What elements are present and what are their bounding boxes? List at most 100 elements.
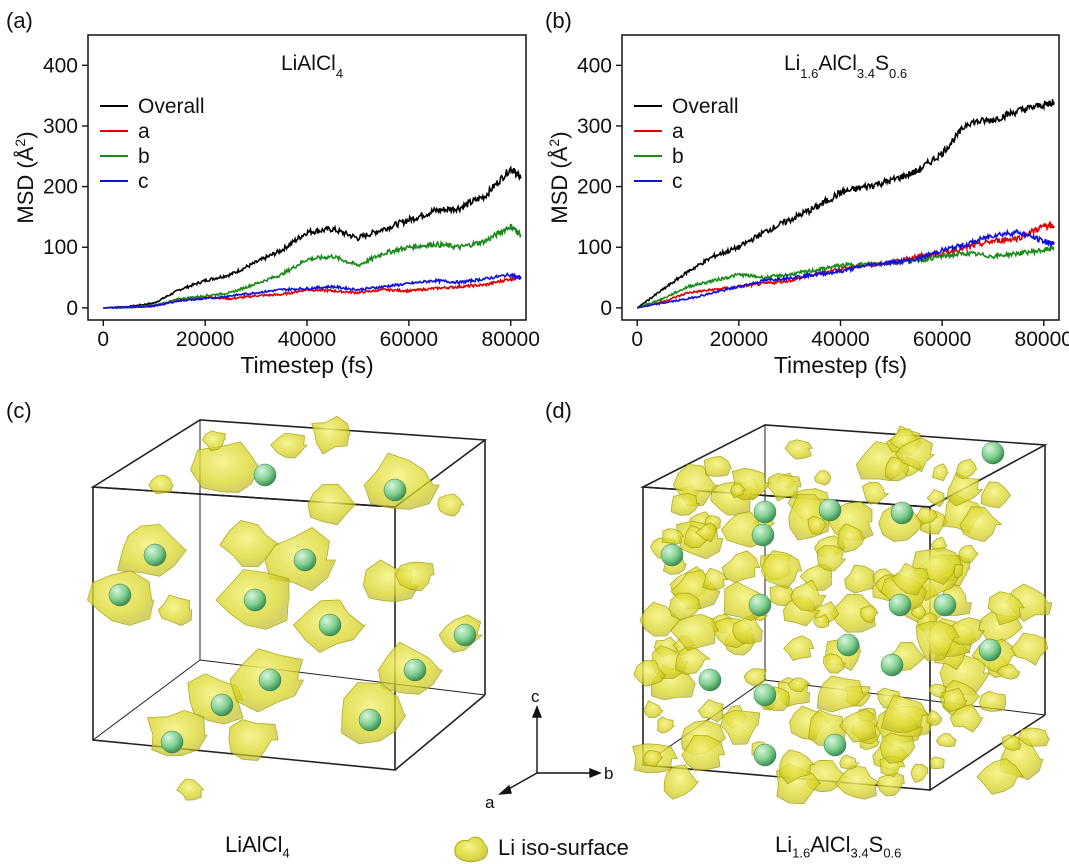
iso-blob (915, 507, 938, 525)
x-tick-label: 80000 (482, 328, 540, 351)
iso-blob (148, 474, 174, 495)
li-atom (751, 523, 775, 547)
li-atom (698, 668, 722, 692)
li-atom (660, 543, 684, 567)
y-tick-label: 400 (43, 54, 78, 77)
legend-label-overall: Overall (672, 95, 739, 118)
axis-label-c: c (531, 687, 540, 706)
li-atom (880, 653, 904, 677)
iso-surface-left (87, 415, 483, 801)
li-atom (753, 683, 777, 707)
iso-blob (1010, 632, 1049, 666)
iso-blob (767, 472, 802, 502)
legend-label-b: b (138, 145, 150, 168)
x-tick-label: 20000 (710, 328, 768, 351)
x-tick-label: 40000 (811, 328, 869, 351)
series-line-overall (103, 165, 522, 309)
iso-blob (987, 591, 1025, 626)
chart-title: Li1.6AlCl3.4S0.6 (784, 52, 907, 81)
iso-blob (663, 764, 699, 800)
panel-label-a: (a) (6, 8, 33, 33)
iso-blob (661, 528, 685, 545)
li-atom (753, 743, 777, 767)
li-atom (253, 463, 277, 487)
iso-blob (201, 430, 226, 451)
iso-blob (695, 522, 717, 543)
iso-blob (720, 710, 761, 745)
iso-blob (916, 621, 960, 661)
caption-right: Li1.6AlCl3.4S0.6 (775, 832, 902, 861)
x-tick-label: 40000 (278, 328, 336, 351)
iso-blob (270, 432, 308, 459)
chart-a: 0 20000 40000 60000 80000 0 100 200 300 400 Timest… (12, 34, 540, 378)
legend-iso-label: Li iso-surface (498, 835, 629, 860)
iso-blob (395, 561, 435, 592)
iso-blob (862, 481, 889, 505)
iso-blob (837, 523, 866, 553)
iso-blob (643, 750, 664, 768)
iso-blob (190, 441, 261, 493)
series-line-b (103, 223, 522, 309)
li-atom (933, 593, 957, 617)
y-tick-label: 400 (577, 54, 612, 77)
li-atom (143, 543, 167, 567)
li-atom (293, 548, 317, 572)
iso-blob (760, 550, 802, 590)
panel-label-d: (d) (545, 398, 572, 423)
iso-blob (929, 683, 947, 699)
li-atom (753, 500, 777, 524)
y-tick-label: 300 (43, 115, 78, 138)
iso-blob (657, 716, 675, 734)
iso-blob (307, 483, 356, 526)
iso-blob (930, 756, 945, 770)
y-axis-label: MSD (Å2) (546, 131, 572, 223)
iso-blob (814, 470, 832, 486)
li-atom (358, 708, 382, 732)
series-line-overall (636, 99, 1055, 309)
x-tick-label: 60000 (380, 328, 438, 351)
y-tick-label: 200 (577, 176, 612, 199)
iso-blob (844, 564, 875, 594)
iso-blob (790, 579, 827, 612)
iso-blob (675, 646, 711, 676)
a-axis-arrow (497, 784, 512, 795)
li-atom (210, 693, 234, 717)
iso-blob (996, 663, 1021, 680)
y-axis-label: MSD (Å2) (12, 131, 38, 223)
axis-label-a: a (485, 793, 495, 812)
x-tick-label: 0 (97, 328, 109, 351)
x-tick-label: 80000 (1015, 328, 1069, 351)
iso-blob (980, 481, 1011, 509)
iso-blob (926, 709, 942, 726)
li-atom (890, 501, 914, 525)
y-tick-label: 300 (577, 115, 612, 138)
iso-blob (949, 703, 984, 733)
li-atom (818, 498, 842, 522)
caption-left: LiAlCl4 (225, 832, 290, 861)
iso-blob (880, 694, 929, 733)
iso-blob (941, 687, 968, 713)
li-atom (888, 593, 912, 617)
li-atom (453, 623, 477, 647)
series-line-b (636, 245, 1055, 309)
li-atom (383, 478, 407, 502)
iso-blob (976, 758, 1024, 795)
iso-blob (228, 719, 279, 761)
axes-indicator (497, 705, 602, 795)
iso-blob (910, 763, 929, 783)
legend-label-a: a (138, 120, 150, 143)
iso-blob (823, 653, 847, 674)
series-line-c (637, 228, 1055, 309)
li-atom (160, 730, 184, 754)
x-tick-label: 60000 (913, 328, 971, 351)
plot-frame (87, 34, 527, 321)
iso-blob (783, 635, 815, 661)
iso-blob (956, 458, 977, 480)
li-atom (981, 441, 1005, 465)
li-atom (403, 658, 427, 682)
chart-title: LiAlCl4 (281, 52, 343, 81)
y-tick-label: 100 (577, 236, 612, 259)
li-atom (243, 588, 267, 612)
c-axis-arrow (531, 705, 543, 718)
iso-blob (835, 765, 882, 800)
